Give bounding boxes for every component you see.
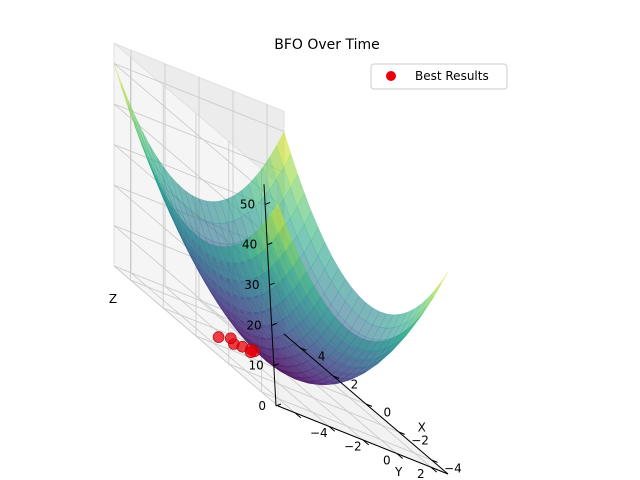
x-tick-label: −2 xyxy=(411,434,429,448)
y-tick-label: −2 xyxy=(344,440,362,454)
surface-patch xyxy=(379,313,394,329)
y-tick xyxy=(396,453,404,459)
z-tick xyxy=(275,403,282,407)
z-tick-label: 10 xyxy=(249,359,264,373)
y-tick xyxy=(294,412,302,419)
z-tick xyxy=(273,363,280,367)
surface-patch xyxy=(420,290,435,312)
legend: Best Results xyxy=(370,63,508,90)
z-tick-label: 40 xyxy=(242,238,257,252)
y-tick-label: 0 xyxy=(383,453,391,467)
x-tick-label: −4 xyxy=(444,462,462,476)
surface-patch xyxy=(399,308,415,327)
y-axis-label: Y xyxy=(394,465,403,479)
surface-patch xyxy=(427,281,442,305)
z-axis-line xyxy=(263,184,277,407)
legend-box xyxy=(370,63,508,90)
y-tick-label: −4 xyxy=(310,426,328,440)
x-tick xyxy=(333,375,340,379)
surface-patch xyxy=(317,241,333,270)
z-tick-label: 50 xyxy=(240,197,255,211)
z-tick xyxy=(264,201,271,205)
x-tick xyxy=(365,403,373,407)
z-tick xyxy=(267,242,273,246)
data-point xyxy=(245,346,257,359)
surface-patch xyxy=(276,130,292,168)
x-tick-label: 0 xyxy=(383,406,391,420)
surface-patch xyxy=(324,255,339,282)
legend-label: Best Results xyxy=(415,69,489,83)
surface-patch xyxy=(433,271,449,296)
data-point xyxy=(212,331,225,343)
surface-patch xyxy=(358,302,374,322)
y-tick xyxy=(328,426,336,432)
grid-line xyxy=(113,103,285,245)
scatter-points xyxy=(212,331,261,359)
z-tick xyxy=(269,282,275,286)
x-axis-label: X xyxy=(418,421,426,435)
x-tick-label: 4 xyxy=(318,350,326,364)
surface-patch xyxy=(338,278,353,302)
z-tick-label: 30 xyxy=(244,278,259,292)
x-tick xyxy=(431,459,438,463)
surface-patch xyxy=(297,192,312,225)
y-tick xyxy=(430,466,438,473)
z-tick-label: 0 xyxy=(258,399,266,413)
x-tick-label: 2 xyxy=(351,378,359,392)
x-tick xyxy=(398,431,405,435)
grid-line xyxy=(130,272,296,414)
y-tick-label: 2 xyxy=(417,467,425,480)
data-point xyxy=(225,332,237,345)
z-tick xyxy=(271,322,277,326)
surface-patch xyxy=(365,307,380,326)
chart-title: BFO Over Time xyxy=(274,37,380,53)
z-tick-label: 20 xyxy=(246,318,261,332)
x-tick xyxy=(300,347,307,351)
legend-marker xyxy=(386,71,396,81)
z-axis-label: Z xyxy=(109,292,117,306)
y-tick xyxy=(362,439,370,446)
